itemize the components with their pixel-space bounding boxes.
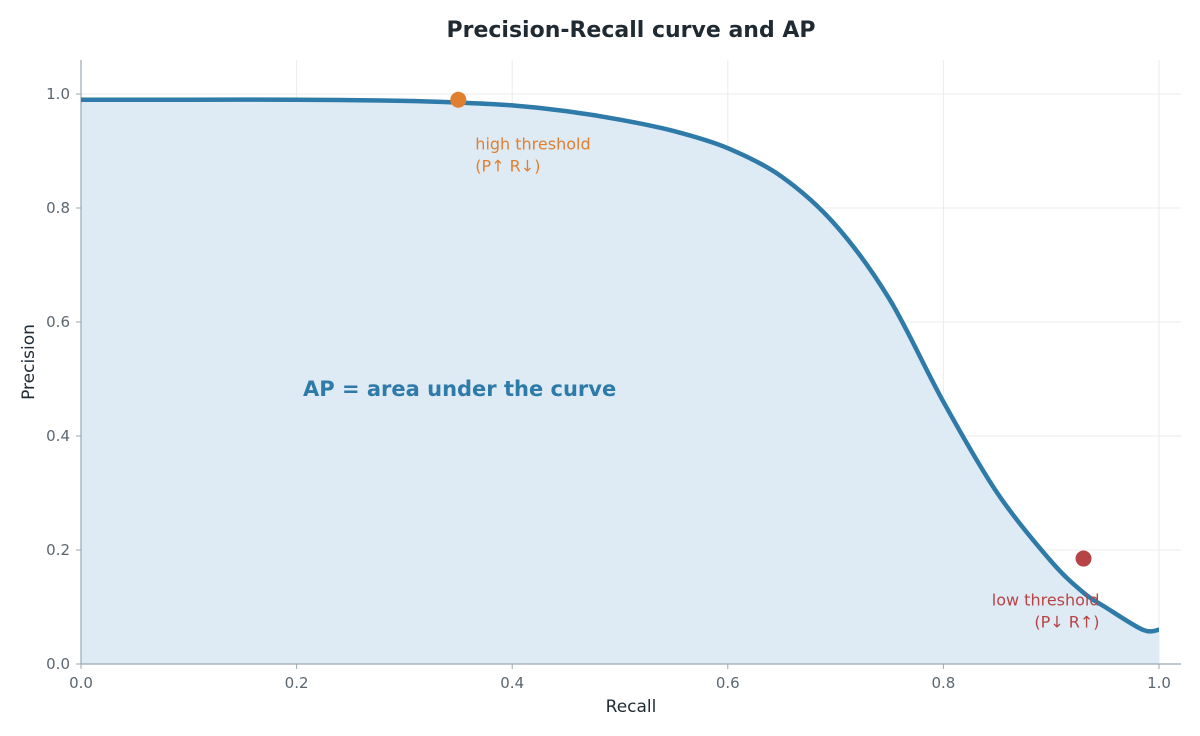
y-tick-label: 0.4 <box>46 427 70 445</box>
pr-curve-line <box>81 97 1160 634</box>
high-threshold-label: (P↑ R↓) <box>475 157 540 176</box>
y-tick-label: 0.8 <box>46 199 70 217</box>
x-tick-label: 1.0 <box>1147 674 1171 692</box>
chart-title: Precision-Recall curve and AP <box>446 18 815 43</box>
low-threshold-label: low threshold <box>992 591 1100 610</box>
x-tick-label: 0.8 <box>931 674 955 692</box>
ap-area-label: AP = area under the curve <box>303 377 616 401</box>
x-axis-title: Recall <box>606 697 657 717</box>
x-tick-label: 0.4 <box>500 674 524 692</box>
x-tick-label: 0.0 <box>69 674 93 692</box>
axes <box>80 60 1181 665</box>
y-tick-label: 1.0 <box>46 85 70 103</box>
low-threshold-label: (P↓ R↑) <box>1034 613 1099 632</box>
threshold-points: high threshold (P↑ R↓) low threshold (P↓ R↑… <box>450 91 1100 632</box>
high-threshold-label: high threshold <box>475 135 590 154</box>
y-tick-label: 0.0 <box>46 655 70 673</box>
x-tick-label: 0.6 <box>716 674 740 692</box>
high-threshold-point <box>450 91 467 108</box>
y-axis-title: Precision <box>19 324 39 400</box>
x-tick-label: 0.2 <box>285 674 309 692</box>
low-threshold-point <box>1075 550 1092 567</box>
area-under-curve <box>81 99 1159 664</box>
tick-labels: 0.0 0.2 0.4 0.6 0.8 1.0 0.0 0.2 0.4 0.6 0.8 1.0 <box>46 85 1171 692</box>
y-tick-label: 0.6 <box>46 313 70 331</box>
y-tick-label: 0.2 <box>46 541 70 559</box>
